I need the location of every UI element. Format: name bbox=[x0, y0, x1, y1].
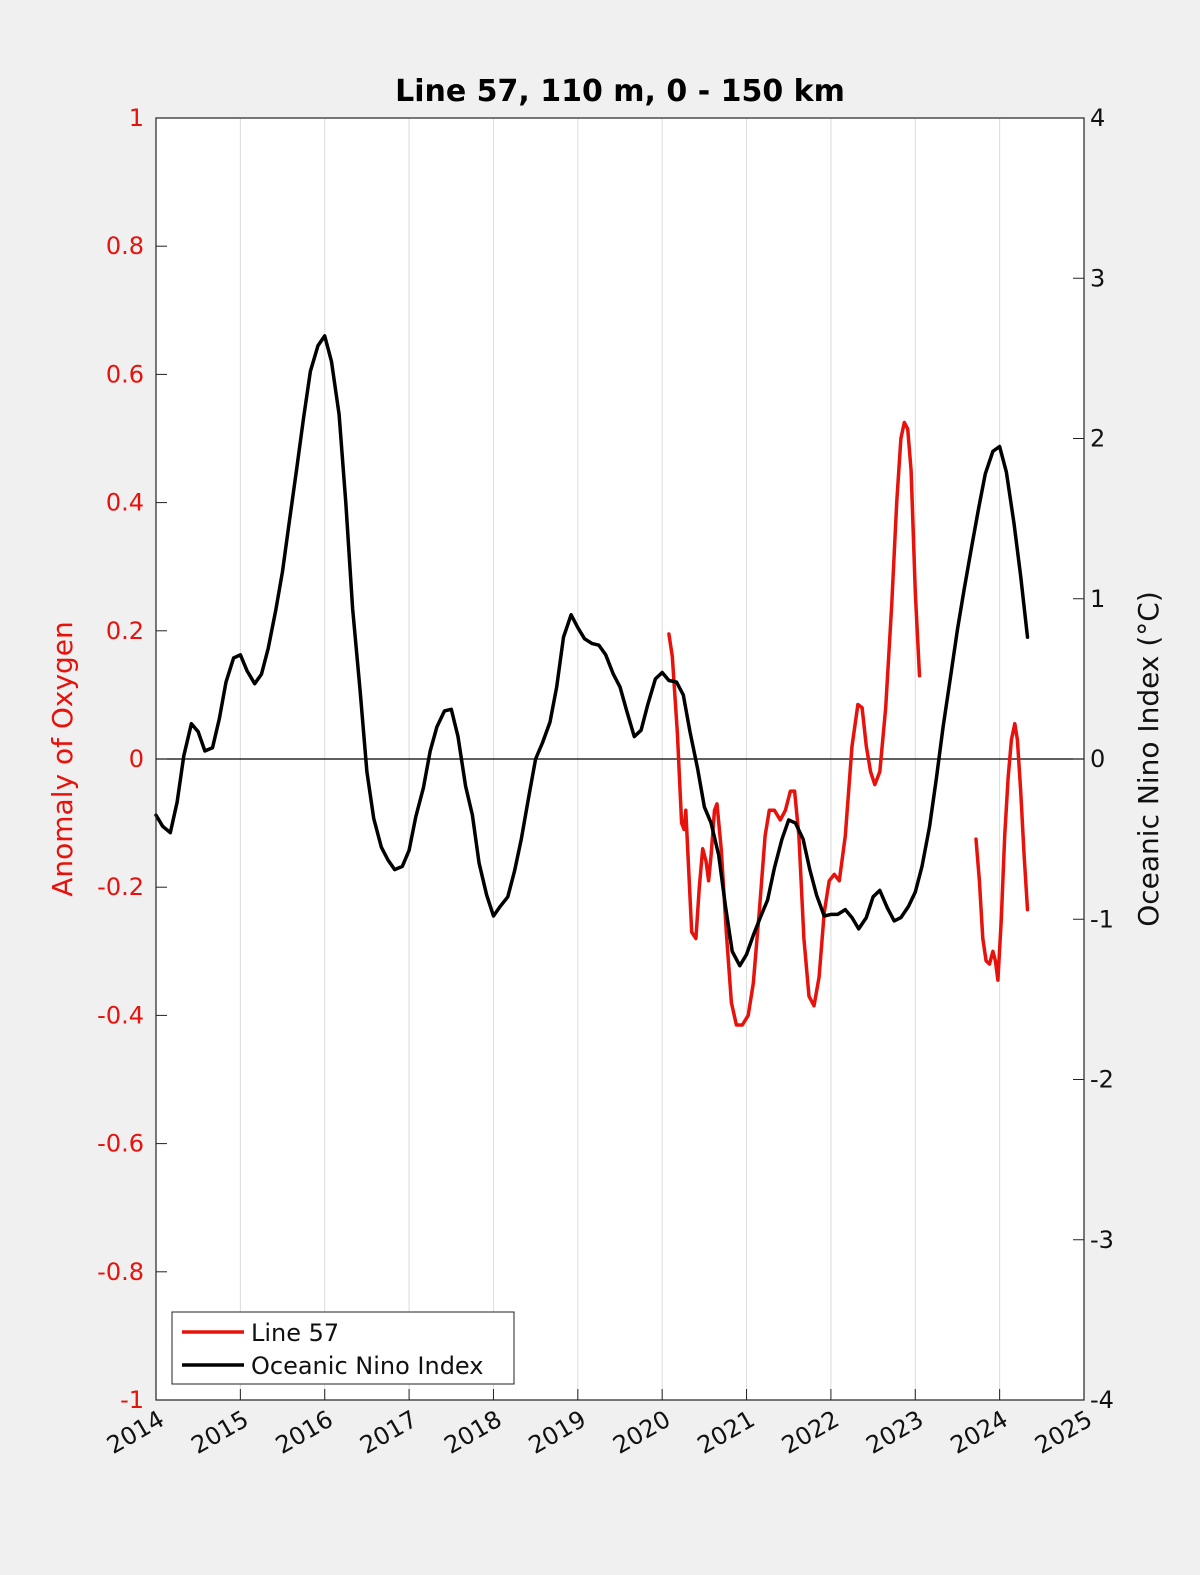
y-right-tick-label: 4 bbox=[1090, 104, 1105, 132]
x-tick-label: 2018 bbox=[440, 1405, 507, 1460]
y-left-tick-label: -0.4 bbox=[97, 1001, 144, 1029]
x-tick-label: 2023 bbox=[861, 1405, 928, 1460]
y-right-tick-label: -1 bbox=[1090, 905, 1114, 933]
legend-box bbox=[171, 1311, 515, 1385]
y-left-tick-label: 1 bbox=[129, 104, 144, 132]
y-left-tick-label: 0.6 bbox=[106, 360, 144, 388]
y-left-tick-label: 0.2 bbox=[106, 617, 144, 645]
x-tick-label: 2015 bbox=[186, 1405, 253, 1460]
x-tick-label: 2020 bbox=[608, 1405, 675, 1460]
y-left-tick-label: -1 bbox=[120, 1386, 144, 1414]
y-left-tick-label: -0.8 bbox=[97, 1258, 144, 1286]
y-right-tick-label: -2 bbox=[1090, 1066, 1114, 1094]
y-left-tick-label: -0.6 bbox=[97, 1130, 144, 1158]
y-right-tick-label: -3 bbox=[1090, 1226, 1114, 1254]
y-right-tick-label: 1 bbox=[1090, 585, 1105, 613]
x-tick-label: 2021 bbox=[693, 1405, 760, 1460]
series-line-line-57 bbox=[667, 420, 922, 1027]
y-right-tick-label: 2 bbox=[1090, 425, 1105, 453]
x-tick-label: 2017 bbox=[355, 1405, 422, 1460]
series-line-oceanic-nino-index bbox=[154, 334, 1030, 968]
y-left-tick-label: -0.2 bbox=[97, 873, 144, 901]
y-left-tick-label: 0.4 bbox=[106, 489, 144, 517]
y-left-tick-label: 0 bbox=[129, 745, 144, 773]
y-left-ticks: -1 -0.8 -0.6 -0.4 -0.2 0 0.2 0.4 0.6 0.8 1 bbox=[97, 104, 167, 1414]
x-tick-label: 2019 bbox=[524, 1405, 591, 1460]
y-left-tick-label: 0.8 bbox=[106, 232, 144, 260]
x-tick-label: 2025 bbox=[1030, 1405, 1097, 1460]
y-right-label: Oceanic Nino Index (°C) bbox=[1132, 591, 1165, 927]
series-line-line-57 bbox=[974, 721, 1030, 982]
x-tick-label: 2016 bbox=[271, 1405, 338, 1460]
y-right-tick-label: 3 bbox=[1090, 264, 1105, 292]
y-left-label: Anomaly of Oxygen bbox=[46, 621, 79, 897]
x-tick-label: 2024 bbox=[946, 1405, 1013, 1460]
y-right-tick-label: -4 bbox=[1090, 1386, 1114, 1414]
y-right-ticks: -4 -3 -2 -1 0 1 2 3 4 bbox=[1073, 104, 1114, 1414]
legend-label-oni: Oceanic Nino Index bbox=[251, 1352, 483, 1380]
chart-title: Line 57, 110 m, 0 - 150 km bbox=[395, 74, 845, 109]
x-tick-label: 2022 bbox=[777, 1405, 844, 1460]
series-layer bbox=[154, 334, 1030, 1027]
legend: Line 57 Oceanic Nino Index bbox=[171, 1311, 515, 1385]
legend-label-line-57: Line 57 bbox=[251, 1319, 339, 1347]
y-right-tick-label: 0 bbox=[1090, 745, 1105, 773]
